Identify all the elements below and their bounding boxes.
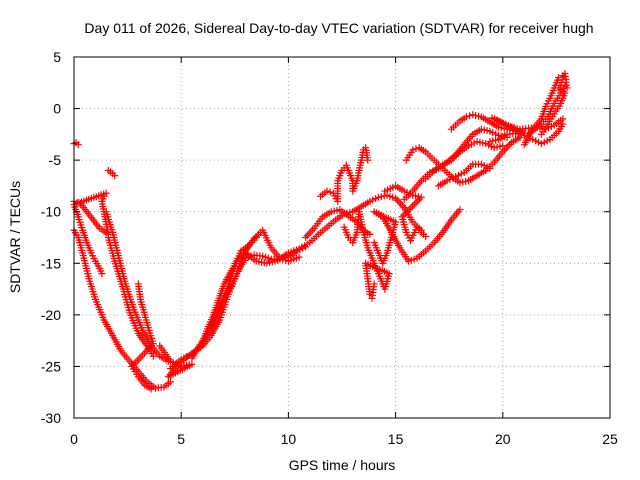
y-tick-label: 0 xyxy=(53,101,61,117)
axis-ticks xyxy=(73,56,611,419)
y-tick-label: -20 xyxy=(41,307,61,323)
data-point xyxy=(326,188,334,196)
data-point xyxy=(563,84,571,92)
data-point xyxy=(98,270,106,278)
data-point xyxy=(166,378,174,386)
data-point xyxy=(422,232,430,240)
y-tick-labels: -30 -25 -20 -15 -10 -5 0 5 xyxy=(41,49,61,426)
data-point xyxy=(499,142,507,150)
data-point xyxy=(409,202,417,210)
data-point xyxy=(466,112,474,120)
y-tick-label: 5 xyxy=(53,49,61,65)
data-point xyxy=(410,200,418,208)
x-tick-label: 10 xyxy=(281,431,297,447)
data-point xyxy=(555,74,563,82)
y-axis-label: SDTVAR / TECUs xyxy=(7,181,23,293)
data-point xyxy=(149,352,157,360)
grid-lines xyxy=(74,57,610,418)
chart-title: Day 011 of 2026, Sidereal Day-to-day VTE… xyxy=(84,20,593,36)
data-point xyxy=(147,385,155,393)
data-point xyxy=(412,199,420,207)
x-tick-labels: 0 5 10 15 20 25 xyxy=(70,431,618,447)
data-point xyxy=(462,113,470,121)
x-tick-label: 0 xyxy=(70,431,78,447)
data-point xyxy=(295,253,303,261)
plot-frame xyxy=(73,56,611,419)
x-tick-label: 20 xyxy=(495,431,511,447)
data-points xyxy=(70,70,571,393)
y-tick-label: -10 xyxy=(41,204,61,220)
x-axis-label: GPS time / hours xyxy=(289,457,396,473)
data-point xyxy=(111,172,119,180)
data-point xyxy=(257,228,265,236)
y-tick-label: -15 xyxy=(41,255,61,271)
data-point xyxy=(409,146,417,154)
data-point xyxy=(486,164,494,172)
y-tick-label: -5 xyxy=(49,152,62,168)
x-tick-label: 15 xyxy=(388,431,404,447)
data-point xyxy=(74,141,82,149)
y-tick-label: -25 xyxy=(41,358,61,374)
data-point xyxy=(323,187,331,195)
x-tick-label: 5 xyxy=(177,431,185,447)
x-tick-label: 25 xyxy=(602,431,618,447)
data-point xyxy=(559,120,567,128)
data-point xyxy=(370,280,378,288)
data-point xyxy=(456,206,464,214)
y-tick-label: -30 xyxy=(41,410,61,426)
data-point xyxy=(364,156,372,164)
